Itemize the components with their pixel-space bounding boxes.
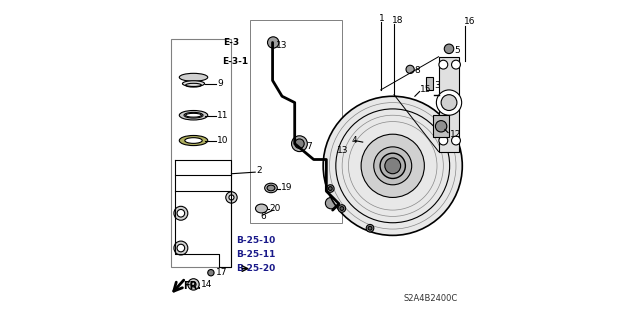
Text: E-3: E-3 xyxy=(223,38,239,47)
Circle shape xyxy=(441,95,457,110)
Text: 16: 16 xyxy=(464,18,476,26)
Bar xyxy=(433,115,449,137)
Text: 20: 20 xyxy=(269,204,281,213)
Circle shape xyxy=(208,270,214,276)
Text: 11: 11 xyxy=(217,111,228,120)
Circle shape xyxy=(340,207,344,211)
Circle shape xyxy=(452,60,460,69)
Text: 18: 18 xyxy=(392,16,404,25)
Circle shape xyxy=(323,96,462,235)
Text: 15: 15 xyxy=(420,85,431,94)
Circle shape xyxy=(338,205,346,212)
Text: 3: 3 xyxy=(435,81,440,90)
Circle shape xyxy=(177,244,185,252)
Circle shape xyxy=(174,206,188,220)
Bar xyxy=(250,20,342,223)
Circle shape xyxy=(380,153,405,178)
Circle shape xyxy=(368,226,372,230)
Circle shape xyxy=(268,37,279,48)
Circle shape xyxy=(436,90,461,115)
Text: 14: 14 xyxy=(202,280,212,289)
Ellipse shape xyxy=(179,110,208,120)
Text: 2: 2 xyxy=(257,166,262,175)
Text: B-25-11: B-25-11 xyxy=(236,250,276,259)
Text: 6: 6 xyxy=(260,212,266,221)
Text: 4: 4 xyxy=(351,136,357,145)
Circle shape xyxy=(444,44,454,54)
Circle shape xyxy=(361,134,424,197)
Text: 10: 10 xyxy=(217,136,228,145)
Circle shape xyxy=(439,60,448,69)
Circle shape xyxy=(435,121,447,132)
Text: 5: 5 xyxy=(454,46,460,55)
Ellipse shape xyxy=(179,136,208,145)
Circle shape xyxy=(325,197,337,209)
Text: 17: 17 xyxy=(216,268,227,277)
Bar xyxy=(426,77,433,90)
Text: 8: 8 xyxy=(415,66,420,76)
Circle shape xyxy=(328,187,332,190)
Circle shape xyxy=(188,279,199,290)
Ellipse shape xyxy=(179,73,208,81)
Circle shape xyxy=(374,147,412,185)
Text: 19: 19 xyxy=(280,183,292,192)
Circle shape xyxy=(226,192,237,203)
Text: B-25-10: B-25-10 xyxy=(236,236,275,245)
Ellipse shape xyxy=(185,138,202,143)
Ellipse shape xyxy=(265,183,277,193)
Ellipse shape xyxy=(255,204,268,213)
Circle shape xyxy=(406,65,414,73)
Ellipse shape xyxy=(267,185,275,191)
Text: B-25-20: B-25-20 xyxy=(236,264,275,273)
Text: E-3-1: E-3-1 xyxy=(222,57,248,66)
Text: 1: 1 xyxy=(378,14,384,23)
Text: S2A4B2400C: S2A4B2400C xyxy=(404,294,458,303)
Circle shape xyxy=(177,210,185,217)
Circle shape xyxy=(294,139,304,148)
Text: 7: 7 xyxy=(306,142,312,151)
Text: 13: 13 xyxy=(337,145,349,154)
Bar xyxy=(172,39,232,267)
Bar xyxy=(438,57,459,152)
Text: 9: 9 xyxy=(217,79,223,88)
Circle shape xyxy=(292,136,307,152)
Ellipse shape xyxy=(182,81,205,86)
Circle shape xyxy=(452,136,460,145)
Circle shape xyxy=(326,185,334,192)
Circle shape xyxy=(385,158,401,174)
Circle shape xyxy=(366,225,374,232)
Circle shape xyxy=(174,241,188,255)
Text: 13: 13 xyxy=(276,41,287,50)
Text: FR.: FR. xyxy=(184,281,202,291)
Circle shape xyxy=(229,195,234,200)
Text: 12: 12 xyxy=(451,130,461,139)
Ellipse shape xyxy=(184,112,203,118)
Circle shape xyxy=(439,136,448,145)
